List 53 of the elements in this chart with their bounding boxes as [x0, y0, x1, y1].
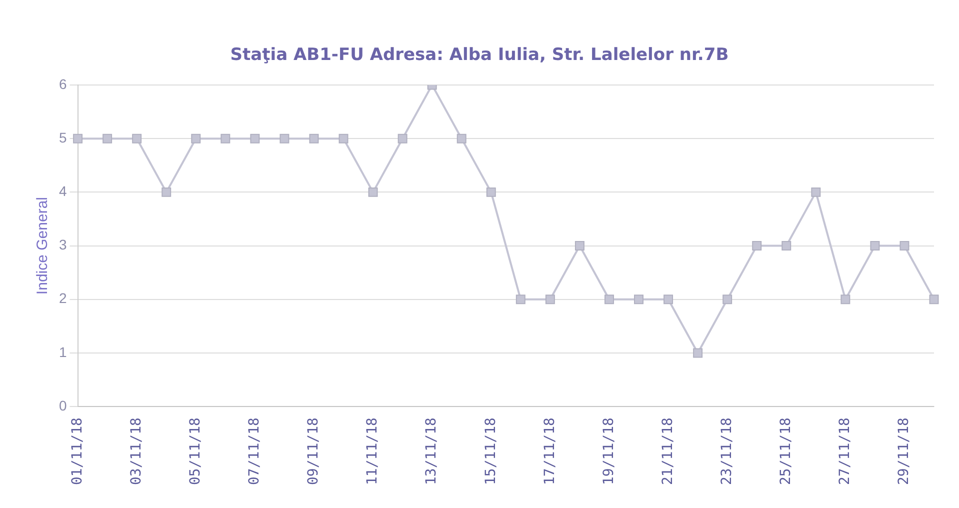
x-tick-label: 27/11/18 [837, 418, 854, 486]
point [545, 294, 555, 304]
y-tick-label: 0 [58, 397, 67, 414]
y-tick-label: 2 [58, 290, 67, 306]
point [220, 134, 230, 144]
point [309, 134, 319, 144]
point [840, 294, 850, 304]
x-tick-label: 05/11/18 [188, 418, 204, 486]
x-tick-label: 19/11/18 [600, 418, 617, 486]
x-tick-label: 25/11/18 [778, 418, 794, 486]
y-tick-label: 1 [58, 344, 67, 360]
y-tick-label: 4 [58, 183, 67, 200]
x-tick-label: 01/11/18 [69, 418, 86, 486]
x-tick-label: 21/11/18 [660, 418, 676, 486]
x-tick-label: 17/11/18 [542, 418, 558, 486]
y-tick-label: 3 [58, 236, 67, 253]
point [870, 241, 880, 251]
point [604, 294, 614, 304]
point [929, 294, 939, 304]
x-tick-label: 13/11/18 [424, 418, 440, 486]
y-tick-label: 6 [58, 76, 67, 92]
point [456, 134, 466, 144]
point [250, 134, 260, 144]
x-tick-label: 09/11/18 [306, 418, 322, 486]
point [398, 134, 408, 144]
point [516, 294, 526, 304]
point [191, 134, 201, 144]
x-tick-label: 15/11/18 [482, 418, 499, 486]
point [900, 241, 910, 251]
x-tick-label: 23/11/18 [718, 418, 735, 486]
point [132, 134, 142, 144]
point [693, 348, 703, 358]
point [752, 241, 762, 251]
point [368, 187, 378, 197]
point [782, 241, 792, 251]
point [574, 241, 584, 251]
point [162, 187, 172, 197]
x-tick-label: 03/11/18 [128, 418, 144, 486]
x-tick-label: 11/11/18 [364, 418, 381, 486]
point [102, 134, 112, 144]
point [338, 134, 348, 144]
y-axis-title: Indice General [34, 197, 52, 295]
point [722, 294, 732, 304]
y-tick-label: 5 [58, 129, 67, 146]
x-tick-label: 07/11/18 [246, 418, 263, 486]
point [811, 187, 821, 197]
chart-title: Staţia AB1-FU Adresa: Alba Iulia, Str. Lalelelor nr.7B [229, 45, 730, 65]
point [73, 134, 83, 144]
point [486, 187, 496, 197]
point [280, 134, 290, 144]
point [664, 294, 674, 304]
x-tick-label: 29/11/18 [896, 418, 912, 486]
point [634, 294, 644, 304]
